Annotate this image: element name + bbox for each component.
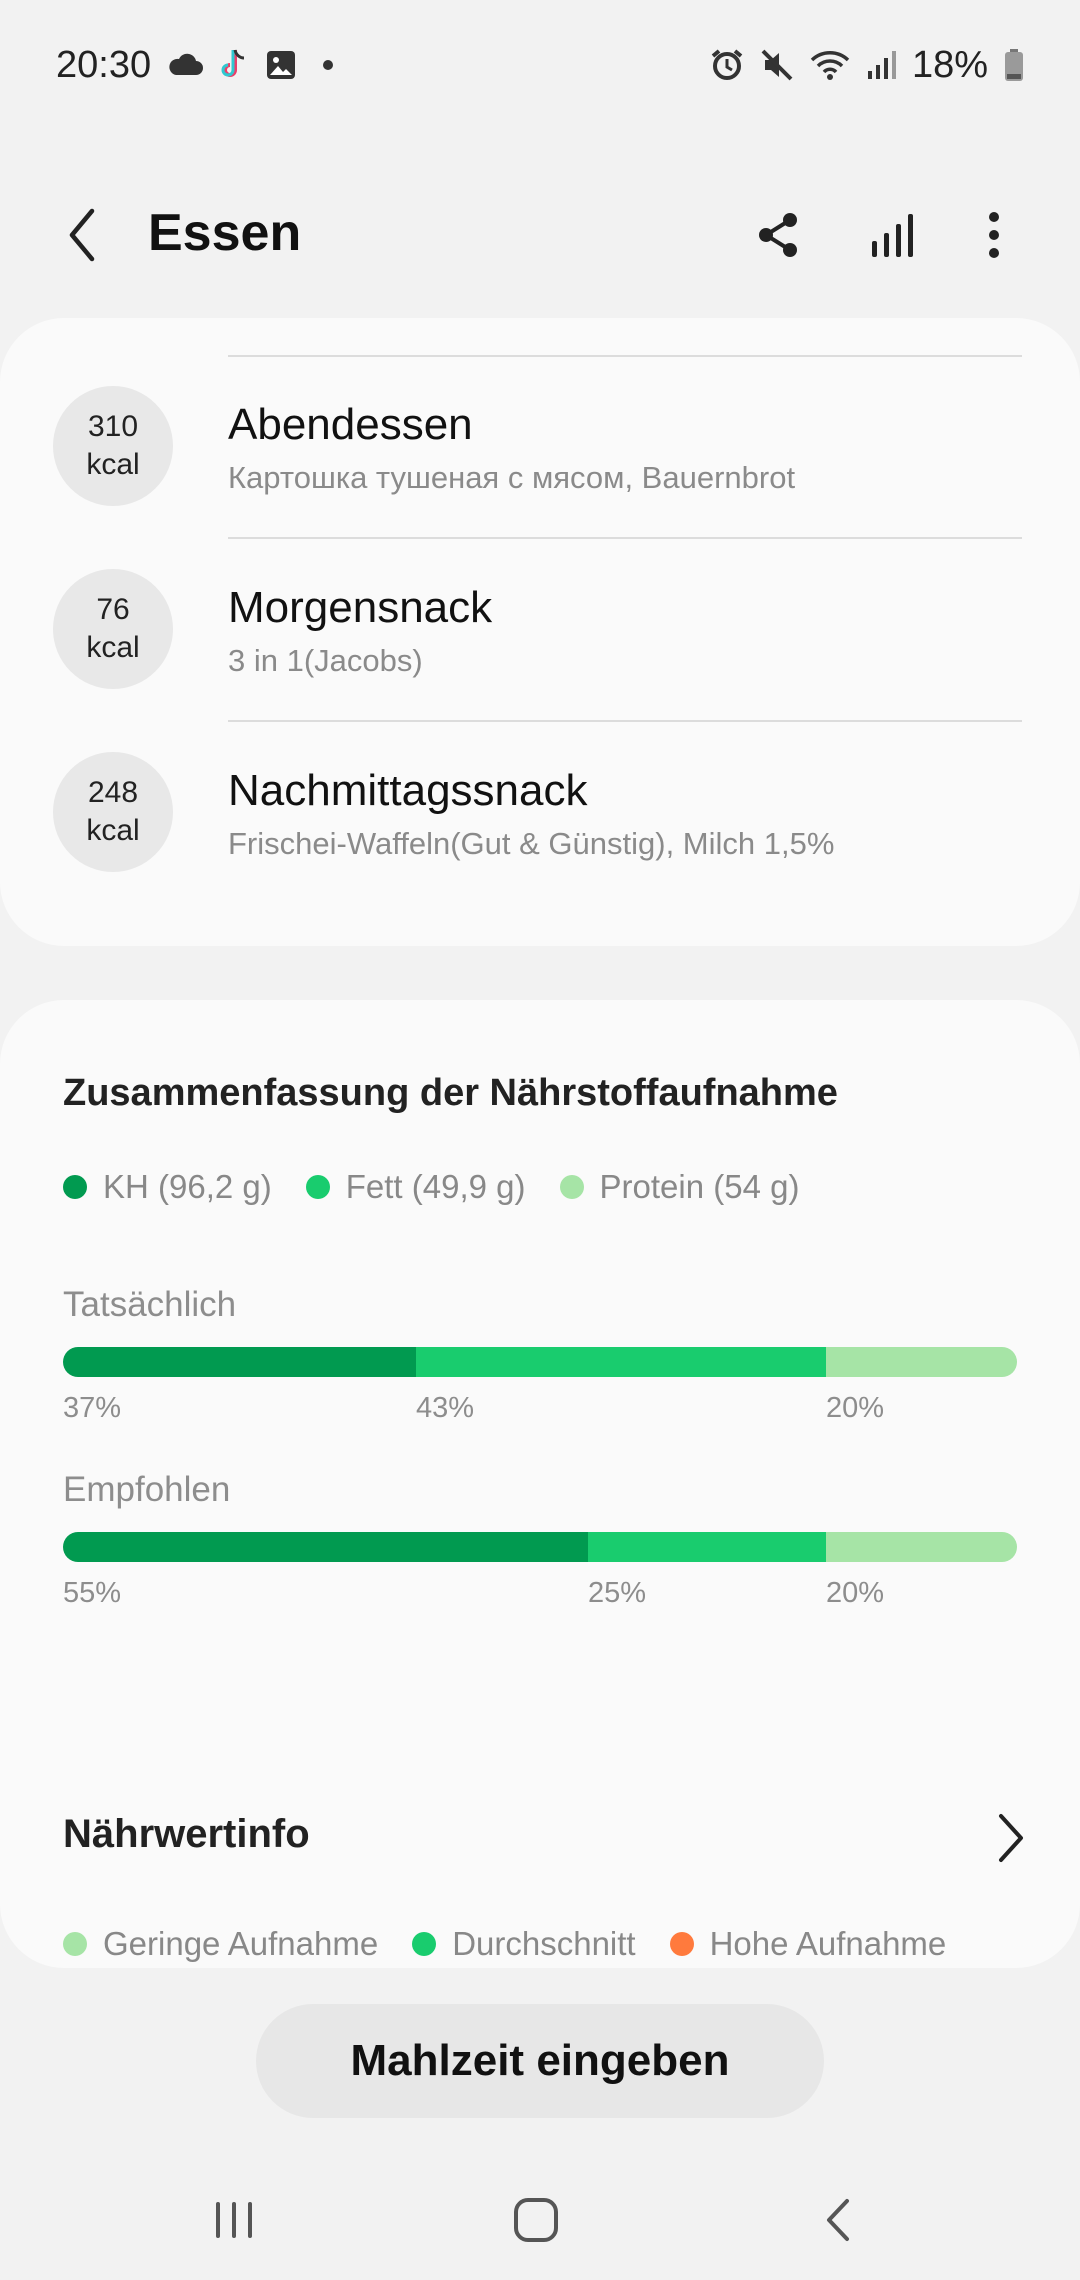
kcal-value: 310 [87,410,139,443]
status-left: 20:30 [56,43,334,87]
recommended-label: Empfohlen [63,1470,231,1509]
summary-title: Zusammenfassung der Nährstoffaufnahme [63,1072,838,1114]
meal-name: Morgensnack [228,583,493,632]
legend-label: Fett (49,9 g) [345,1168,526,1205]
recents-icon [216,2202,252,2238]
actual-label: Tatsächlich [63,1285,237,1324]
macro-legend: KH (96,2 g) Fett (49,9 g) Protein (54 g) [63,1168,799,1206]
battery-icon [1004,45,1024,85]
battery-percent: 18% [911,43,988,86]
recommended-percent-fat: 25% [588,1577,647,1609]
statistics-button[interactable] [860,203,924,267]
legend-item-fat: Fett (49,9 g) [305,1168,526,1206]
legend-label: KH (96,2 g) [103,1168,272,1205]
legend-label: Protein (54 g) [599,1168,800,1205]
kcal-unit: kcal [86,631,140,664]
meal-items: Картошка тушеная с мясом, Bauernbrot [228,460,796,495]
divider [228,355,1022,357]
bar-segment-protein [826,1532,1017,1562]
wifi-icon [810,45,850,85]
nutrition-info-button[interactable] [986,1808,1036,1868]
status-time: 20:30 [56,43,152,86]
meal-name: Nachmittagssnack [228,766,588,815]
meal-name: Abendessen [228,400,473,449]
legend-label: Durchschnitt [452,1925,636,1962]
kcal-value: 248 [87,776,139,809]
bar-segment-carbs [63,1532,588,1562]
intake-legend: Geringe Aufnahme Durchschnitt Hohe Aufna… [63,1925,946,1963]
share-icon [759,213,797,257]
kcal-value: 76 [96,593,130,626]
legend-label: Hohe Aufnahme [709,1925,947,1962]
enter-meal-button[interactable]: Mahlzeit eingeben [256,2004,824,2118]
meal-row-abendessen[interactable]: 310 kcal Abendessen Картошка тушеная с м… [0,356,1080,539]
meal-items: 3 in 1(Jacobs) [228,643,423,678]
kcal-badge: 310 kcal [53,386,173,506]
home-icon [514,2198,558,2242]
divider [228,537,1022,539]
legend-dot [669,1932,694,1956]
bar-segment-carbs [63,1347,416,1377]
kcal-unit: kcal [86,814,140,847]
app-bar: Essen [0,175,1080,295]
legend-item-carbs: KH (96,2 g) [63,1168,272,1206]
back-button[interactable] [52,205,112,265]
kcal-badge: 248 kcal [53,752,173,872]
legend-item-high: Hohe Aufnahme [669,1925,947,1963]
recommended-distribution-bar [63,1532,1017,1562]
bar-chart-icon [872,214,913,257]
recommended-percent-carbs: 55% [63,1577,122,1609]
nutrient-summary-card: Zusammenfassung der Nährstoffaufnahme KH… [0,1000,1080,1968]
share-button[interactable] [746,203,810,267]
nutrition-info-title[interactable]: Nährwertinfo [63,1812,310,1856]
legend-dot [412,1932,437,1956]
meals-card: 310 kcal Abendessen Картошка тушеная с м… [0,318,1080,946]
signal-icon [866,45,896,85]
image-icon [265,45,297,85]
bar-segment-fat [587,1532,827,1562]
cloud-icon [167,45,204,85]
recents-button[interactable] [194,2190,274,2250]
bar-segment-protein [826,1347,1017,1377]
system-back-button[interactable] [798,2190,878,2250]
bar-segment-fat [415,1347,827,1377]
legend-dot [63,1175,87,1199]
legend-dot [559,1175,584,1199]
status-bar: 20:30 18% [0,0,1080,130]
navigation-bar [0,2160,1080,2280]
legend-item-average: Durchschnitt [412,1925,636,1963]
more-icon [989,212,999,258]
meal-items: Frischei-Waffeln(Gut & Günstig), Milch 1… [228,826,835,861]
actual-percent-fat: 43% [416,1392,475,1424]
meal-row-nachmittagssnack[interactable]: 248 kcal Nachmittagssnack Frischei-Waffe… [0,722,1080,905]
more-options-button[interactable] [962,203,1026,267]
status-right: 18% [710,44,1024,87]
notification-dot [323,60,334,70]
kcal-unit: kcal [86,448,140,481]
divider [228,720,1022,722]
alarm-icon [710,45,744,85]
actual-percent-protein: 20% [826,1392,885,1424]
legend-label: Geringe Aufnahme [103,1925,379,1962]
actual-percent-carbs: 37% [63,1392,122,1424]
page-title: Essen [148,204,302,262]
meal-row-morgensnack[interactable]: 76 kcal Morgensnack 3 in 1(Jacobs) [0,539,1080,722]
chevron-left-icon [69,208,95,262]
recommended-percent-protein: 20% [826,1577,885,1609]
home-button[interactable] [496,2190,576,2250]
actual-distribution-bar [63,1347,1017,1377]
kcal-badge: 76 kcal [53,569,173,689]
legend-dot [305,1175,330,1199]
legend-item-protein: Protein (54 g) [559,1168,800,1206]
legend-item-low: Geringe Aufnahme [63,1925,378,1963]
chevron-right-icon [999,1814,1023,1862]
mute-icon [760,45,794,85]
back-icon [827,2199,849,2241]
legend-dot [63,1932,87,1956]
tiktok-icon [219,45,249,85]
